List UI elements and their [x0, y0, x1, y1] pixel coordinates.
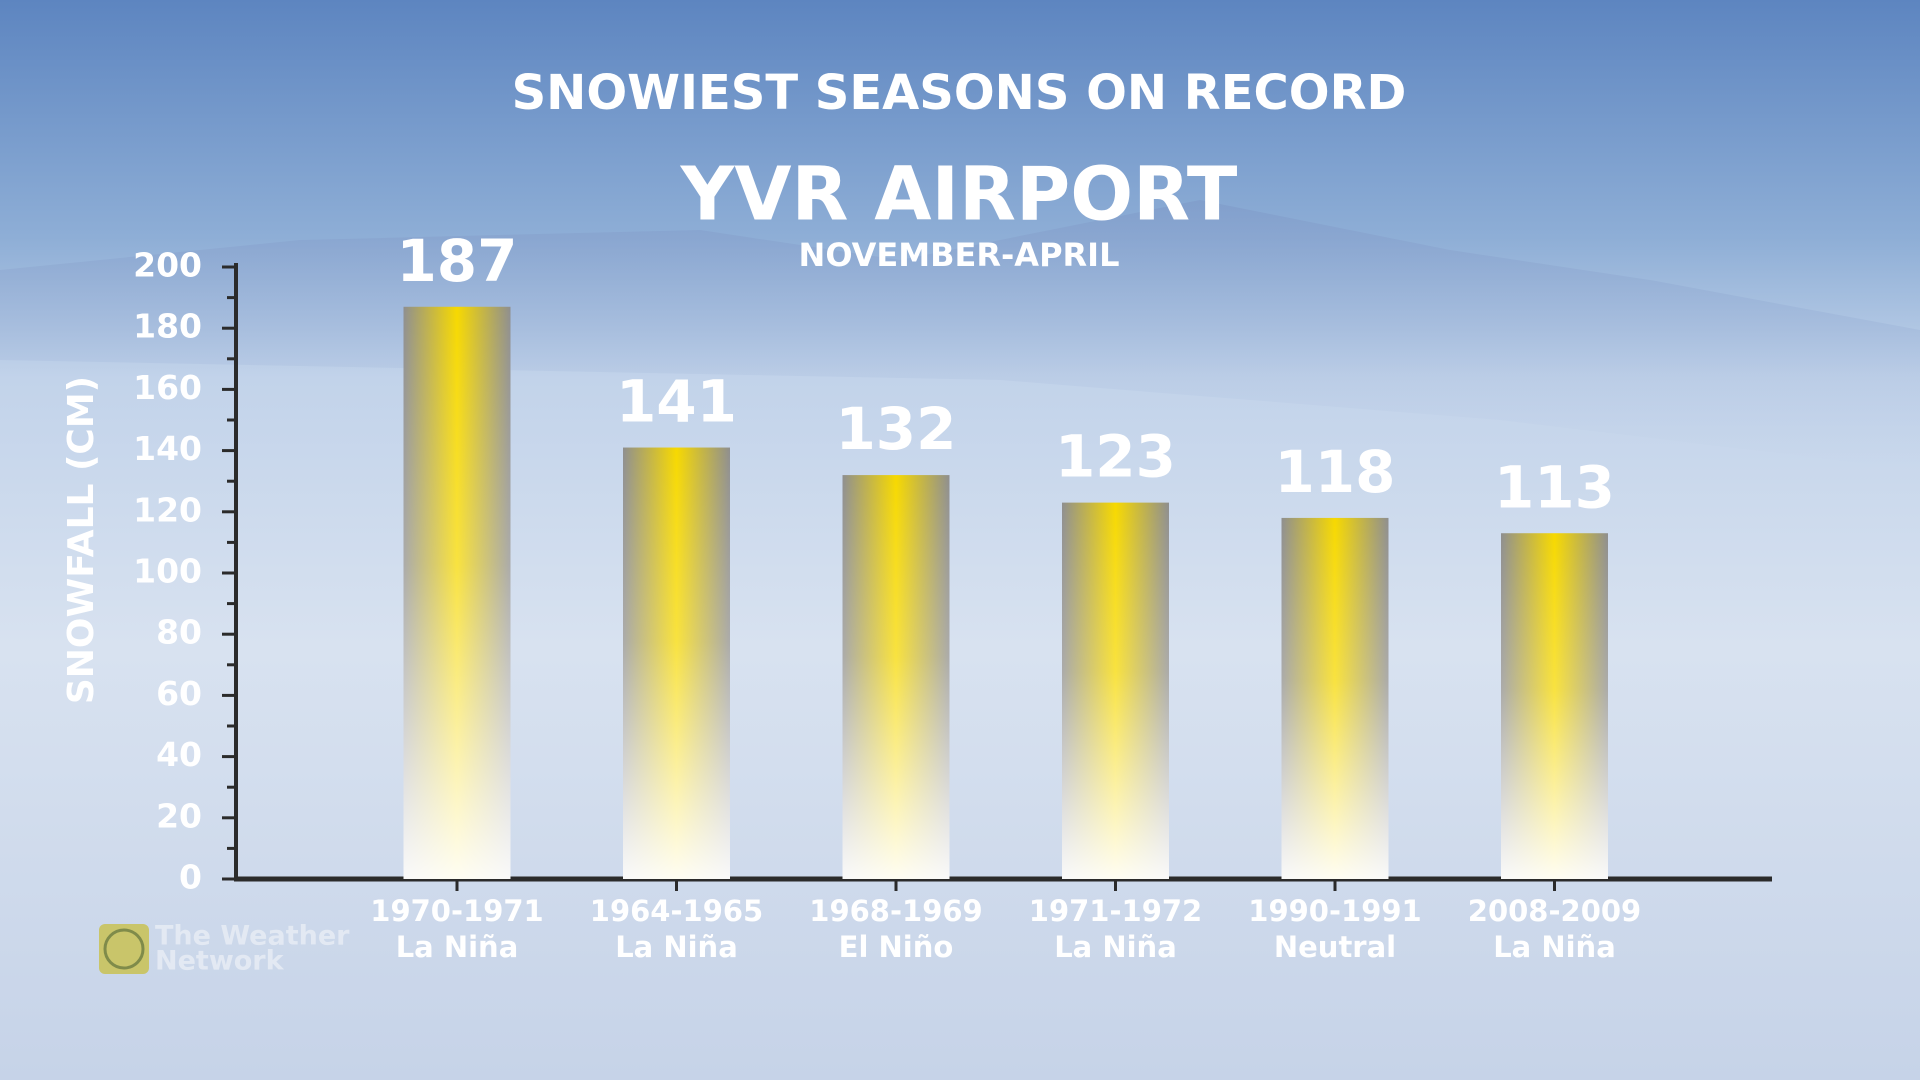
- chart-title: SNOWIEST SEASONS ON RECORD: [512, 65, 1407, 121]
- y-tick-label: 80: [156, 613, 202, 652]
- period-label: NOVEMBER-APRIL: [799, 236, 1120, 274]
- bar-shine: [1281, 517, 1389, 879]
- value-label: 132: [835, 395, 956, 463]
- y-tick-label: 120: [133, 490, 202, 529]
- x-tick-label: 1971-1972: [1029, 894, 1202, 928]
- x-tick-sublabel: La Niña: [396, 930, 519, 964]
- x-tick-label: 1990-1991: [1248, 894, 1421, 928]
- x-tick-label: 2008-2009: [1468, 894, 1641, 928]
- bar-shine: [1501, 533, 1608, 879]
- x-tick-label: 1970-1971: [370, 894, 543, 928]
- value-label: 123: [1055, 423, 1176, 491]
- y-tick-label: 140: [133, 429, 202, 468]
- y-tick-label: 200: [133, 246, 202, 285]
- x-tick-sublabel: La Niña: [615, 930, 738, 964]
- x-tick-sublabel: La Niña: [1054, 930, 1177, 964]
- bar-shine: [623, 447, 730, 879]
- bar-shine: [842, 475, 950, 879]
- y-tick-label: 100: [133, 552, 202, 591]
- x-tick-label: 1964-1965: [590, 894, 763, 928]
- value-label: 141: [616, 368, 737, 436]
- bar-shine: [403, 306, 511, 879]
- x-tick-sublabel: El Niño: [839, 930, 954, 964]
- x-tick-sublabel: La Niña: [1493, 930, 1616, 964]
- brand-line: Network: [155, 946, 285, 977]
- logo: The Weather Network: [99, 921, 350, 977]
- y-tick-label: 180: [133, 307, 202, 346]
- y-axis-title: SNOWFALL (CM): [61, 376, 102, 704]
- value-label: 118: [1274, 438, 1395, 506]
- chart-subtitle: YVR AIRPORT: [680, 152, 1238, 238]
- value-label: 113: [1494, 453, 1615, 521]
- y-tick-label: 160: [133, 368, 202, 407]
- y-tick-label: 40: [156, 735, 202, 774]
- y-tick-label: 60: [156, 674, 202, 713]
- value-label: 187: [396, 227, 517, 295]
- x-tick-label: 1968-1969: [809, 894, 982, 928]
- x-tick-sublabel: Neutral: [1274, 930, 1396, 964]
- y-tick-label: 0: [179, 858, 202, 897]
- logo-globe: [103, 928, 145, 970]
- brand-line: The Weather: [155, 921, 350, 952]
- bar-shine: [1062, 502, 1169, 879]
- y-tick-label: 20: [156, 796, 202, 835]
- mountains: [0, 200, 1920, 470]
